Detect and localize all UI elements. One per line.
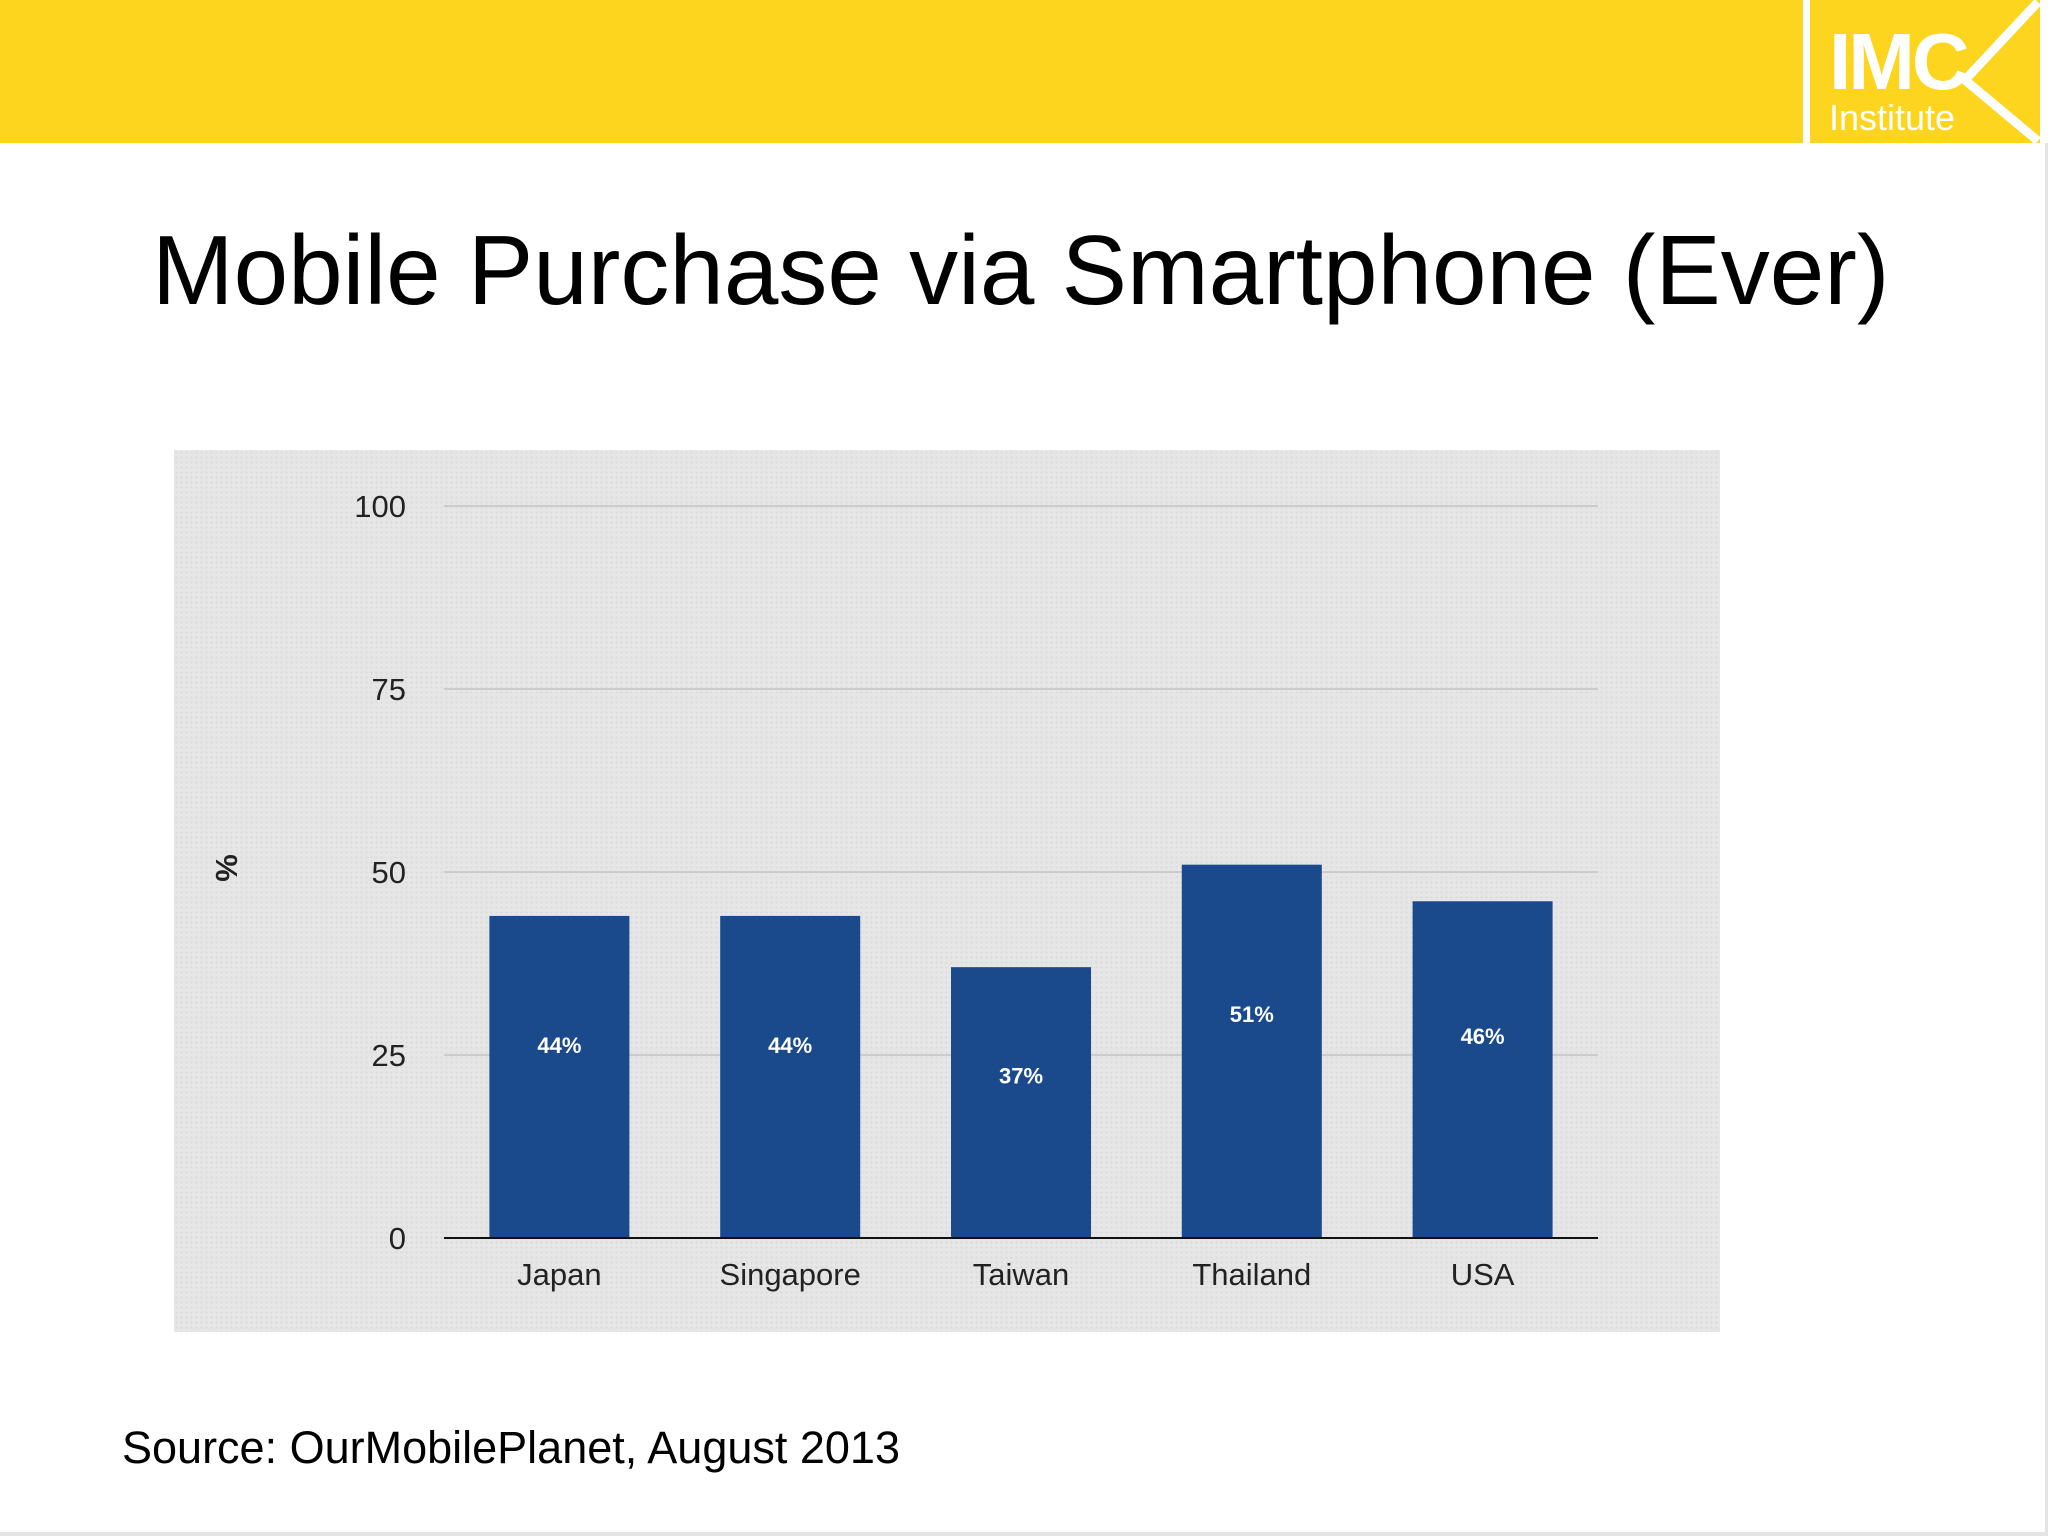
slide-border-right — [2045, 143, 2048, 1536]
logo-subtitle: Institute — [1829, 97, 1956, 138]
y-tick-label: 100 — [354, 489, 406, 524]
y-tick-label: 25 — [372, 1038, 406, 1073]
x-tick-label: Singapore — [720, 1257, 861, 1292]
slide-border-bottom — [0, 1532, 2048, 1536]
bar-singapore — [720, 915, 861, 1238]
data-label: 37% — [999, 1063, 1043, 1088]
data-label: 44% — [768, 1033, 812, 1058]
bar-japan — [489, 915, 630, 1238]
logo-chevron-icon — [1958, 0, 2040, 143]
bar-chart: 0 25 50 75 100% 44% Japan 44% Singapore 37% Taiwan… — [209, 489, 1598, 1292]
logo-title: IMC — [1829, 17, 1970, 106]
imc-institute-logo: IMC Institute — [1810, 0, 2040, 143]
bar-taiwan — [951, 967, 1091, 1238]
slide-title: Mobile Purchase via Smartphone (Ever) — [152, 215, 1890, 325]
source-citation: Source: OurMobilePlanet, August 2013 — [122, 1422, 900, 1473]
x-tick-label: Japan — [517, 1257, 601, 1292]
y-axis-label: % — [209, 854, 244, 882]
x-tick-label: USA — [1451, 1257, 1515, 1292]
data-label: 51% — [1230, 1002, 1274, 1027]
data-label: 46% — [1461, 1024, 1505, 1049]
data-label: 44% — [537, 1033, 581, 1058]
x-tick-label: Thailand — [1192, 1257, 1311, 1292]
header-bar — [0, 0, 2048, 143]
y-tick-label: 0 — [389, 1221, 406, 1256]
chart-panel: 0 25 50 75 100% 44% Japan 44% Singapore 37% Taiwan… — [174, 450, 1720, 1332]
x-tick-label: Taiwan — [973, 1257, 1070, 1292]
bar-usa — [1412, 901, 1553, 1238]
y-tick-label: 50 — [372, 855, 406, 890]
y-tick-label: 75 — [372, 672, 406, 707]
bar-thailand — [1181, 864, 1322, 1238]
